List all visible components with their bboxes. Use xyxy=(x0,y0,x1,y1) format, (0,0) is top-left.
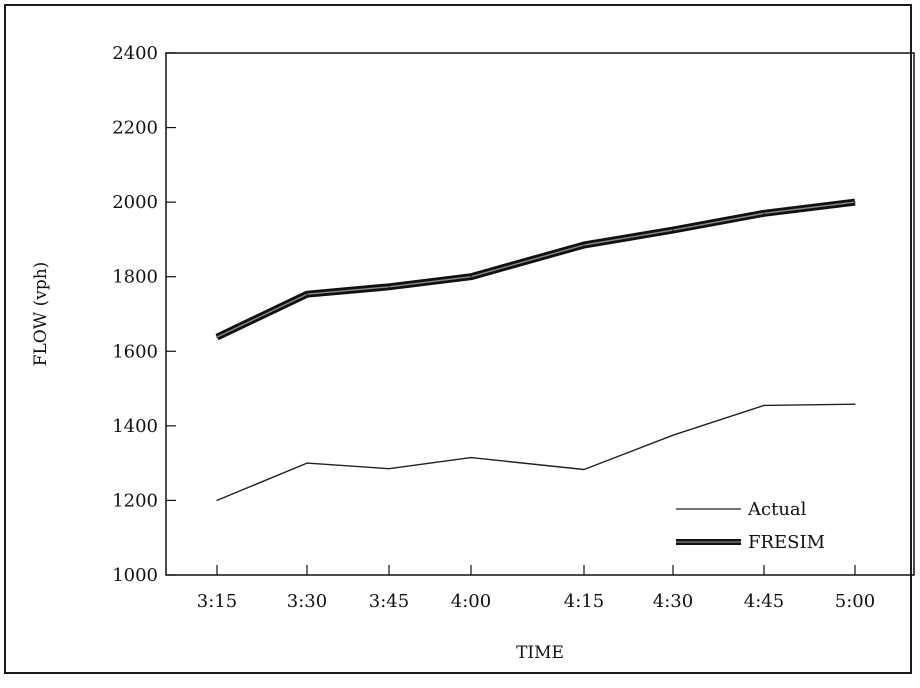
data-point-fresim xyxy=(388,286,390,288)
data-point-actual xyxy=(470,457,472,459)
y-tick-label: 1800 xyxy=(112,267,158,288)
y-tick-label: 2400 xyxy=(112,43,158,64)
data-point-actual xyxy=(672,434,674,436)
x-tick-label: 4:30 xyxy=(653,591,693,612)
data-point-actual xyxy=(854,403,856,405)
data-point-actual xyxy=(388,468,390,470)
legend-label-fresim: FRESIM xyxy=(748,532,825,553)
data-point-actual xyxy=(583,468,585,471)
line-chart: 1000 1200 1400 1600 1800 2000 2200 2400 3:15 3:3… xyxy=(31,43,915,663)
x-tick-label: 5:00 xyxy=(835,591,875,612)
x-tick-label: 4:45 xyxy=(744,591,784,612)
series-line-fresim-inner xyxy=(216,201,856,338)
x-tick-label: 4:00 xyxy=(451,591,491,612)
series-line-actual xyxy=(216,403,856,502)
y-tick-label: 1000 xyxy=(112,565,158,586)
y-tick-label: 1200 xyxy=(112,490,158,511)
data-point-fresim xyxy=(854,201,856,203)
x-tick-label: 4:15 xyxy=(564,591,604,612)
data-point-fresim xyxy=(583,244,585,246)
data-point-actual xyxy=(306,462,308,464)
x-tick-label: 3:30 xyxy=(287,591,327,612)
plot-area xyxy=(165,52,915,576)
x-axis-title: TIME xyxy=(516,643,564,663)
x-tick-label: 3:15 xyxy=(197,591,237,612)
data-point-actual xyxy=(763,404,765,406)
y-tick-label: 2000 xyxy=(112,192,158,213)
data-point-actual xyxy=(216,499,218,501)
x-axis-ticks: 3:15 3:30 3:45 4:00 4:15 4:30 4:45 5:00 xyxy=(197,565,875,612)
x-tick-label: 3:45 xyxy=(369,591,409,612)
data-point-fresim xyxy=(306,293,308,295)
y-axis-ticks: 1000 1200 1400 1600 1800 2000 2200 2400 xyxy=(112,43,176,586)
y-tick-label: 1600 xyxy=(112,341,158,362)
y-axis-title: FLOW (vph) xyxy=(31,262,51,367)
y-tick-label: 1400 xyxy=(112,416,158,437)
data-point-fresim xyxy=(763,212,765,214)
data-point-fresim xyxy=(672,229,674,231)
legend-label-actual: Actual xyxy=(747,499,807,520)
y-tick-label: 2200 xyxy=(112,118,158,139)
series-group xyxy=(215,198,856,502)
data-point-fresim xyxy=(216,336,218,338)
series-line-fresim xyxy=(215,198,856,341)
legend: Actual FRESIM xyxy=(676,499,825,553)
data-point-fresim xyxy=(470,276,472,278)
chart-frame: 1000 1200 1400 1600 1800 2000 2200 2400 3:15 3:3… xyxy=(4,4,915,674)
